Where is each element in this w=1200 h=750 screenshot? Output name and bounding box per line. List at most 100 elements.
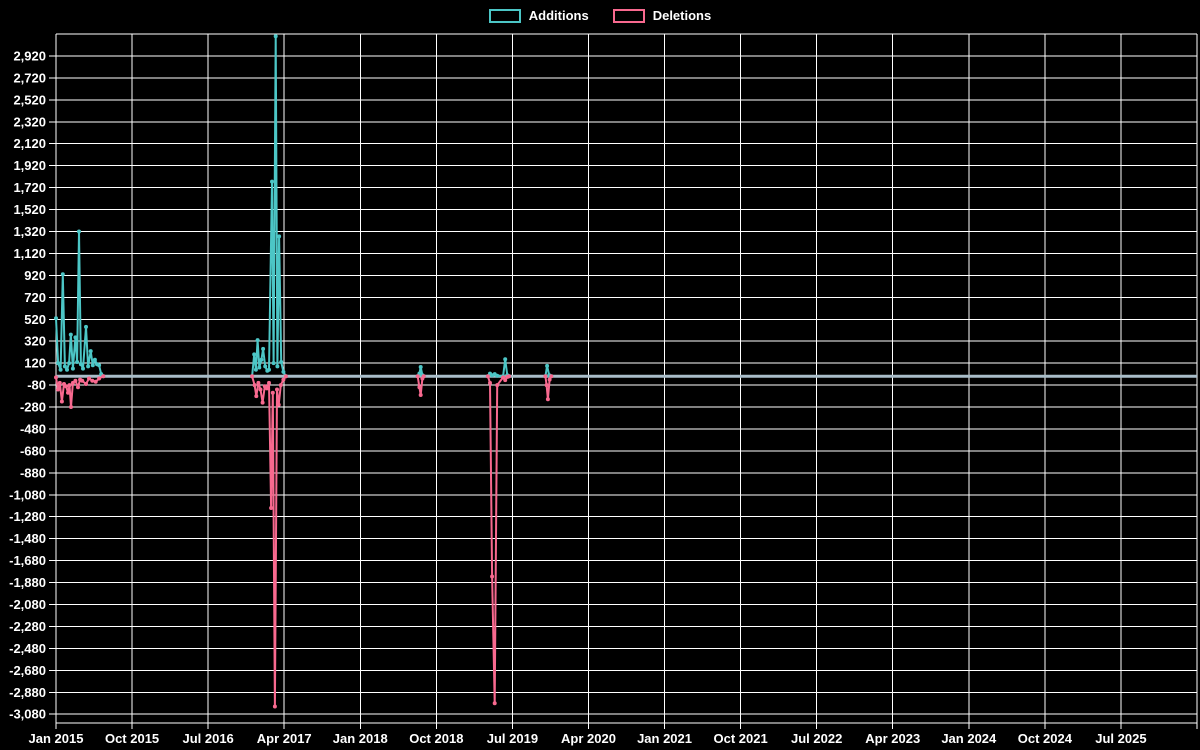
deletions-point [87,376,91,381]
deletions-point [281,377,286,382]
additions-point [81,366,85,371]
deletions-point [543,374,548,379]
legend-label-deletions: Deletions [652,8,712,23]
x-tick-label: Jan 2021 [637,731,692,746]
y-tick-label: -1,680 [9,553,46,568]
additions-point [84,324,88,329]
axis-tick-labels: 2,920 2,720 2,520 2,320 2,120 1,920 1,720 1,520… [9,48,1146,746]
y-tick-label: 2,120 [13,136,46,151]
deletions-point [421,374,426,379]
additions-point [65,367,69,372]
additions-point [60,272,65,277]
x-tick-label: Oct 2024 [1018,731,1073,746]
deletions-point [549,374,554,379]
deletions-point [252,383,257,388]
deletions-point [495,383,500,388]
y-tick-label: -1,880 [9,575,46,590]
y-tick-label: 920 [24,268,46,283]
y-tick-label: 320 [24,334,46,349]
additions-point [54,316,58,321]
legend-item-deletions[interactable]: Deletions [612,8,712,23]
x-tick-label: Apr 2017 [257,731,312,746]
y-tick-label: 1,720 [13,180,46,195]
additions-point [545,363,550,368]
deletions-point [80,378,85,383]
x-tick-label: Jul 2022 [791,731,842,746]
x-tick-label: Jul 2019 [487,731,538,746]
deletions-line [486,375,510,705]
additions-point [261,346,266,351]
additions-point [253,367,258,372]
deletions-point [76,385,80,390]
y-tick-label: -880 [20,465,46,480]
deletions-point [97,376,102,381]
additions-point [267,367,271,372]
additions-point [273,34,278,39]
x-tick-label: Oct 2015 [105,731,159,746]
additions-point [58,367,63,372]
additions-point [56,361,61,366]
deletions-line [251,375,287,708]
deletions-point [283,374,288,379]
deletions-point [57,380,62,385]
additions-point [62,364,67,369]
deletions-point [56,387,60,392]
additions-point [275,364,280,369]
legend-item-additions[interactable]: Additions [488,8,589,23]
y-tick-label: -2,080 [9,597,46,612]
deletions-swatch-icon [612,8,645,23]
additions-point [86,364,91,369]
y-tick-label: 120 [24,356,46,371]
deletions-point [67,383,72,388]
y-tick-label: -3,080 [9,707,46,722]
deletions-point [490,574,495,579]
deletions-point [258,387,263,392]
x-tick-label: Jul 2016 [182,731,233,746]
y-tick-label: -1,280 [9,509,46,524]
additions-point [97,363,102,368]
additions-point [68,332,73,337]
x-tick-label: Jul 2025 [1095,731,1146,746]
deletions-point [66,390,70,395]
additions-point [88,349,93,354]
additions-point [259,357,264,362]
deletions-point [84,382,88,386]
deletions-point [488,380,492,385]
y-tick-label: 2,520 [13,92,46,107]
additions-point [75,360,80,364]
deletions-point [417,385,422,390]
deletions-point [276,402,281,407]
x-tick-label: Oct 2021 [713,731,767,746]
deletions-point [73,378,78,383]
deletions-point [501,375,506,380]
deletions-point [270,390,275,395]
additions-point [67,361,72,366]
additions-line [251,35,287,377]
additions-point [78,362,83,367]
y-tick-label: 520 [24,312,46,327]
y-tick-label: -480 [20,421,46,436]
additions-point [271,361,276,366]
deletions-point [260,400,265,405]
deletions-point [267,380,271,385]
additions-point [77,229,81,234]
additions-point [92,357,97,362]
deletions-point [264,386,269,391]
deletions-point [254,394,259,399]
deletions-point [415,374,420,379]
y-tick-label: -680 [20,443,46,458]
deletions-point [272,704,277,709]
y-tick-label: 1,120 [13,246,46,261]
x-tick-label: Jan 2015 [29,731,84,746]
deletions-point [485,374,490,379]
deletions-point [278,383,283,388]
additions-point [495,373,500,378]
deletions-point [503,378,508,383]
y-tick-label: -1,080 [9,487,46,502]
x-tick-label: Apr 2020 [561,731,616,746]
additions-point [90,363,95,368]
x-tick-label: Jan 2024 [941,731,997,746]
y-tick-label: -2,880 [9,685,46,700]
legend-label-additions: Additions [528,8,589,23]
